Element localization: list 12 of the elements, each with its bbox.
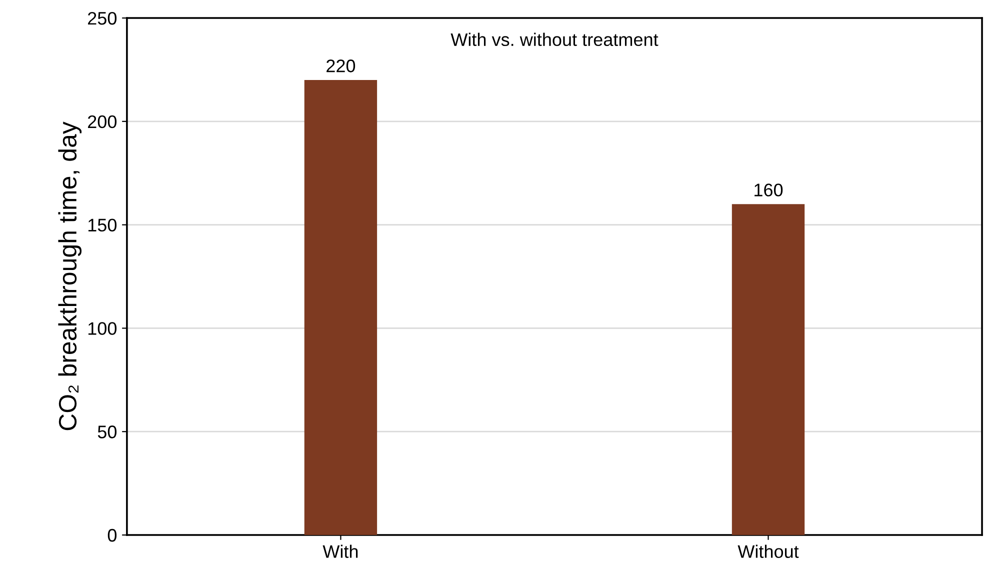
- text: With vs. without treatment: [450, 32, 658, 46]
- x-tick-label: Without: [738, 544, 799, 558]
- data-label: 160: [754, 184, 783, 196]
- y-tick-label: 100: [88, 322, 117, 335]
- data-label: 220: [326, 60, 356, 72]
- x-tick-label: With: [322, 544, 358, 558]
- y-axis-title: CO₂ breakthrough time, day: [58, 122, 82, 430]
- y-tick-label: 150: [88, 218, 117, 232]
- y-tick-label: 200: [88, 115, 117, 128]
- y-tick-label: 50: [98, 426, 117, 438]
- y-tick-label: 250: [88, 12, 117, 25]
- y-tick-label: 0: [108, 528, 117, 542]
